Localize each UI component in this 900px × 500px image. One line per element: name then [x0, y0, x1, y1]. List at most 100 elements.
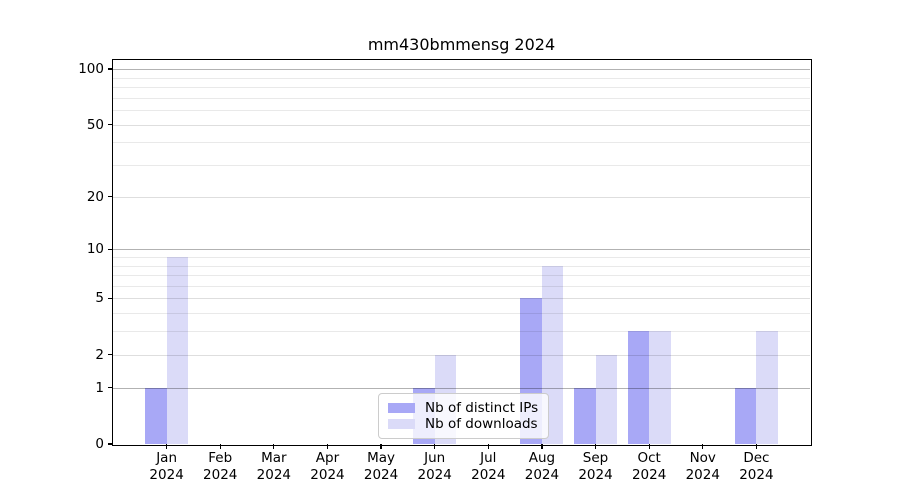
- bar-downloads-jan: [166, 256, 189, 444]
- gridline-y-100: [113, 69, 810, 71]
- x-tick-year: 2024: [578, 467, 613, 483]
- x-tick-label-jul: Jul 2024: [448, 450, 528, 484]
- x-tick-year: 2024: [256, 467, 292, 483]
- bar-distinct-ips-dec: [734, 387, 757, 444]
- gridline-y-70: [113, 97, 810, 99]
- x-tick-mark: [648, 444, 650, 449]
- x-tick-month: Mar: [261, 450, 287, 466]
- x-tick-year: 2024: [417, 467, 452, 483]
- x-tick-mark: [380, 444, 382, 449]
- bar-downloads-oct: [649, 331, 671, 444]
- legend-label: Nb of distinct IPs: [425, 400, 539, 416]
- gridline-y-20: [113, 196, 810, 198]
- x-tick-month: Apr: [315, 450, 340, 466]
- x-tick-month: Sep: [582, 450, 609, 466]
- x-tick-mark: [273, 444, 275, 449]
- gridline-y-30: [113, 165, 810, 167]
- x-tick-label-oct: Oct 2024: [609, 450, 689, 484]
- legend-swatch-downloads: [388, 419, 415, 429]
- x-tick-month: Oct: [637, 450, 661, 466]
- x-tick-label-jan: Jan 2024: [127, 450, 207, 484]
- x-tick-month: Dec: [743, 450, 770, 466]
- x-tick-year: 2024: [524, 467, 560, 483]
- x-tick-label-sep: Sep 2024: [556, 450, 636, 484]
- y-tick-mark: [107, 123, 113, 126]
- y-tick-mark: [107, 354, 113, 356]
- x-tick-year: 2024: [203, 467, 238, 483]
- gridline-y-6: [113, 285, 810, 287]
- x-tick-label-dec: Dec 2024: [716, 450, 796, 484]
- x-tick-mark: [487, 444, 489, 449]
- gridline-y-40: [113, 142, 810, 144]
- bar-distinct-ips-jan: [145, 387, 167, 444]
- y-tick-label: 5: [95, 290, 104, 307]
- y-tick-mark: [107, 387, 113, 389]
- y-tick-label: 100: [78, 61, 104, 78]
- x-tick-year: 2024: [363, 467, 399, 483]
- y-tick-label: 20: [86, 188, 104, 205]
- x-tick-label-apr: Apr 2024: [287, 450, 367, 484]
- y-tick-label: 10: [86, 241, 104, 258]
- bar-distinct-ips-sep: [574, 387, 596, 444]
- bar-downloads-dec: [756, 331, 778, 444]
- y-tick-mark: [107, 248, 113, 250]
- y-tick-mark: [107, 443, 113, 445]
- y-tick-mark: [107, 196, 113, 198]
- x-tick-year: 2024: [149, 467, 184, 483]
- gridline-y-5: [113, 298, 810, 300]
- y-tick-label: 0: [95, 436, 104, 452]
- y-tick-label: 1: [95, 379, 104, 396]
- legend-label: Nb of downloads: [425, 416, 538, 432]
- y-tick-label: 50: [86, 116, 104, 133]
- x-tick-mark: [219, 444, 221, 449]
- x-tick-month: Jul: [480, 450, 497, 466]
- x-tick-month: Jan: [156, 450, 178, 466]
- gridline-y-10: [113, 249, 810, 251]
- gridline-y-4: [113, 313, 810, 315]
- legend-item-downloads: Nb of downloads: [388, 416, 539, 432]
- legend-swatch-distinct-ips: [388, 403, 415, 413]
- x-tick-month: Jun: [424, 450, 446, 466]
- x-tick-year: 2024: [471, 467, 506, 483]
- gridline-y-1: [113, 387, 810, 389]
- gridline-y-3: [113, 331, 810, 333]
- y-tick-mark: [107, 68, 113, 70]
- x-tick-mark: [755, 444, 758, 449]
- gridline-y-90: [113, 77, 810, 79]
- chart-title: mm430bmmensg 2024: [367, 35, 556, 54]
- x-tick-year: 2024: [739, 467, 774, 483]
- y-tick-mark: [107, 297, 113, 300]
- x-tick-label-nov: Nov 2024: [663, 450, 743, 484]
- gridline-y-50: [113, 124, 810, 126]
- gridline-y-2: [113, 354, 810, 356]
- gridline-y-80: [113, 87, 810, 89]
- x-tick-label-feb: Feb 2024: [180, 450, 260, 484]
- x-tick-label-aug: Aug 2024: [502, 450, 582, 484]
- x-tick-year: 2024: [631, 467, 667, 483]
- x-tick-mark: [326, 444, 329, 449]
- bar-downloads-sep: [595, 354, 618, 444]
- gridline-y-9: [113, 256, 810, 258]
- gridline-y-8: [113, 265, 810, 267]
- x-tick-month: Nov: [689, 450, 716, 466]
- bar-distinct-ips-oct: [627, 331, 650, 444]
- x-tick-year: 2024: [685, 467, 720, 483]
- x-tick-mark: [434, 444, 436, 449]
- x-tick-month: May: [367, 450, 396, 466]
- x-tick-label-jun: Jun 2024: [395, 450, 475, 484]
- gridline-y-60: [113, 110, 810, 112]
- x-tick-mark: [702, 444, 704, 449]
- gridline-y-7: [113, 275, 810, 277]
- x-tick-label-mar: Mar 2024: [234, 450, 314, 484]
- legend: Nb of distinct IPs Nb of downloads: [378, 393, 549, 439]
- x-tick-mark: [594, 444, 597, 449]
- x-tick-mark: [165, 444, 168, 449]
- legend-item-distinct-ips: Nb of distinct IPs: [388, 400, 539, 416]
- plot-area: [113, 60, 810, 444]
- x-tick-year: 2024: [310, 467, 345, 483]
- x-tick-month: Aug: [528, 450, 556, 466]
- x-tick-label-may: May 2024: [341, 450, 421, 484]
- x-tick-mark: [541, 444, 543, 449]
- y-tick-label: 2: [95, 346, 104, 363]
